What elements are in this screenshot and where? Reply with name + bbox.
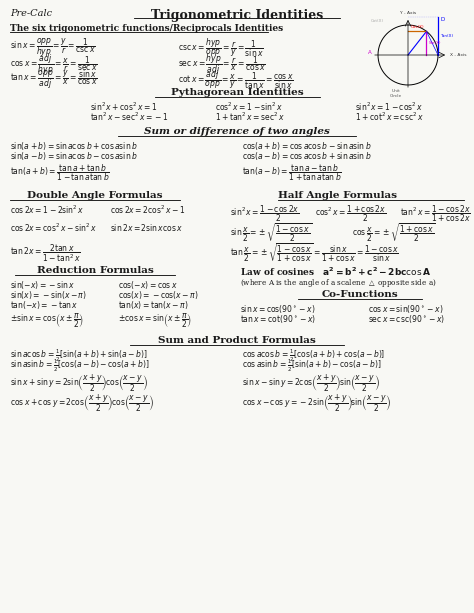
Text: $\cos 2x = 2\cos^2 x - 1$: $\cos 2x = 2\cos^2 x - 1$ [110, 204, 185, 216]
Text: Tan(X): Tan(X) [440, 34, 453, 38]
Text: $\sin 2x = 2\sin x\cos x$: $\sin 2x = 2\sin x\cos x$ [110, 222, 183, 233]
Text: $\sin^2 x + \cos^2 x = 1$: $\sin^2 x + \cos^2 x = 1$ [90, 101, 157, 113]
Text: $\cos(a+b) = \cos a\cos b - \sin a\sin b$: $\cos(a+b) = \cos a\cos b - \sin a\sin b… [242, 140, 372, 152]
Text: $\sin^2 x = 1 - \cos^2 x$: $\sin^2 x = 1 - \cos^2 x$ [355, 101, 423, 113]
Text: $\sin(a-b) = \sin a\cos b - \cos a\sin b$: $\sin(a-b) = \sin a\cos b - \cos a\sin b… [10, 150, 137, 162]
Text: $\sin x + \sin y = 2\sin\!\left(\dfrac{x+y}{2}\right)\!\cos\!\left(\dfrac{x-y}{2: $\sin x + \sin y = 2\sin\!\left(\dfrac{x… [10, 373, 148, 394]
Text: Pre-Calc: Pre-Calc [10, 9, 52, 18]
Text: $\cot x = \dfrac{adj}{opp} = \dfrac{x}{y} = \dfrac{1}{\tan x} = \dfrac{\cos x}{\: $\cot x = \dfrac{adj}{opp} = \dfrac{x}{y… [178, 69, 294, 91]
Text: Co-Functions: Co-Functions [322, 290, 398, 299]
Text: Reduction Formulas: Reduction Formulas [36, 266, 154, 275]
Text: $\pm\sin x = \cos\!\left(x \pm \dfrac{\pi}{2}\right)$: $\pm\sin x = \cos\!\left(x \pm \dfrac{\p… [10, 312, 84, 330]
Text: $\sec x = \csc(90^\circ - x)$: $\sec x = \csc(90^\circ - x)$ [368, 313, 445, 325]
Text: $\cos a\cos b = \frac{1}{2}[\cos(a+b) + \cos(a-b)]$: $\cos a\cos b = \frac{1}{2}[\cos(a+b) + … [242, 348, 385, 364]
Text: $\tan^2 x = \dfrac{1-\cos 2x}{1+\cos 2x}$: $\tan^2 x = \dfrac{1-\cos 2x}{1+\cos 2x}… [400, 204, 471, 224]
Text: $1 + \tan^2 x = \sec^2 x$: $1 + \tan^2 x = \sec^2 x$ [215, 111, 285, 123]
Text: A: A [368, 50, 372, 56]
Text: $\tan(-x) = -\tan x$: $\tan(-x) = -\tan x$ [10, 299, 78, 311]
Text: $\cos^2 x = 1 - \sin^2 x$: $\cos^2 x = 1 - \sin^2 x$ [215, 101, 283, 113]
Text: Trigonometric Identities: Trigonometric Identities [151, 9, 323, 22]
Text: $\cos(-x) = \cos x$: $\cos(-x) = \cos x$ [118, 279, 178, 291]
Text: Sum or difference of two angles: Sum or difference of two angles [144, 127, 330, 136]
Text: $\pm\cos x = \sin\!\left(x \pm \dfrac{\pi}{2}\right)$: $\pm\cos x = \sin\!\left(x \pm \dfrac{\p… [118, 312, 192, 330]
Text: $1 + \cot^2 x = \csc^2 x$: $1 + \cot^2 x = \csc^2 x$ [355, 111, 424, 123]
Text: Law of cosines   $\mathbf{a^2 = b^2 + c^2 - 2bc\cos A}$: Law of cosines $\mathbf{a^2 = b^2 + c^2 … [240, 266, 431, 278]
Text: $\sin x - \sin y = 2\cos\!\left(\dfrac{x+y}{2}\right)\!\sin\!\left(\dfrac{x-y}{2: $\sin x - \sin y = 2\cos\!\left(\dfrac{x… [242, 373, 380, 394]
Text: $\cos(a-b) = \cos a\cos b + \sin a\sin b$: $\cos(a-b) = \cos a\cos b + \sin a\sin b… [242, 150, 372, 162]
Text: $\cos\dfrac{x}{2} = \pm\sqrt{\dfrac{1+\cos x}{2}}$: $\cos\dfrac{x}{2} = \pm\sqrt{\dfrac{1+\c… [352, 222, 436, 245]
Text: $\sin a\sin b = \frac{1}{2}[\cos(a-b) - \cos(a+b)]$: $\sin a\sin b = \frac{1}{2}[\cos(a-b) - … [10, 358, 149, 374]
Text: $\sin(-x) = -\sin x$: $\sin(-x) = -\sin x$ [10, 279, 75, 291]
Text: $\tan\dfrac{x}{2} = \pm\sqrt{\dfrac{1-\cos x}{1+\cos x}} = \dfrac{\sin x}{1+\cos: $\tan\dfrac{x}{2} = \pm\sqrt{\dfrac{1-\c… [230, 242, 399, 265]
Text: Half Angle Formulas: Half Angle Formulas [278, 191, 397, 200]
Text: $\sin a\cos b = \frac{1}{2}[\sin(a+b) + \sin(a-b)]$: $\sin a\cos b = \frac{1}{2}[\sin(a+b) + … [10, 348, 147, 364]
Text: $\sec x = \dfrac{hyp}{adj} = \dfrac{r}{x} = \dfrac{1}{\cos x}$: $\sec x = \dfrac{hyp}{adj} = \dfrac{r}{x… [178, 53, 266, 77]
Text: Sin(X): Sin(X) [428, 41, 441, 45]
Text: $\cos x + \cos y = 2\cos\!\left(\dfrac{x+y}{2}\right)\!\cos\!\left(\dfrac{x-y}{2: $\cos x + \cos y = 2\cos\!\left(\dfrac{x… [10, 393, 154, 414]
Text: $\sin(x) = -\sin(x - \pi)$: $\sin(x) = -\sin(x - \pi)$ [10, 289, 87, 301]
Text: $\sin x = \cos(90^\circ - x)$: $\sin x = \cos(90^\circ - x)$ [240, 303, 316, 315]
Text: $\csc x = \dfrac{hyp}{opp} = \dfrac{r}{y} = \dfrac{1}{\sin x}$: $\csc x = \dfrac{hyp}{opp} = \dfrac{r}{y… [178, 37, 264, 59]
Text: $\sin x = \dfrac{opp}{hyp} = \dfrac{y}{r} = \dfrac{1}{\csc x}$: $\sin x = \dfrac{opp}{hyp} = \dfrac{y}{r… [10, 37, 96, 59]
Text: Sum and Product Formulas: Sum and Product Formulas [158, 336, 316, 345]
Text: Cot(X): Cot(X) [371, 19, 384, 23]
Text: $\tan(x) = \tan(x - \pi)$: $\tan(x) = \tan(x - \pi)$ [118, 299, 189, 311]
Text: Double Angle Formulas: Double Angle Formulas [27, 191, 163, 200]
Text: (where A is the angle of a scalene $\triangle$ opposite side a): (where A is the angle of a scalene $\tri… [240, 277, 437, 289]
Text: $\tan(a+b) = \dfrac{\tan a + \tan b}{1 - \tan a\tan b}$: $\tan(a+b) = \dfrac{\tan a + \tan b}{1 -… [10, 163, 110, 183]
Text: Y - Axis: Y - Axis [400, 11, 416, 15]
Text: $\cos x = \sin(90^\circ - x)$: $\cos x = \sin(90^\circ - x)$ [368, 303, 444, 315]
Text: $\sin\dfrac{x}{2} = \pm\sqrt{\dfrac{1-\cos x}{2}}$: $\sin\dfrac{x}{2} = \pm\sqrt{\dfrac{1-\c… [230, 222, 312, 245]
Text: $\tan(a-b) = \dfrac{\tan a - \tan b}{1 + \tan a\tan b}$: $\tan(a-b) = \dfrac{\tan a - \tan b}{1 +… [242, 163, 342, 183]
Text: X - Axis: X - Axis [450, 53, 466, 57]
Text: $\cos x = \dfrac{adj}{hyp} = \dfrac{x}{r} = \dfrac{1}{\sec x}$: $\cos x = \dfrac{adj}{hyp} = \dfrac{x}{r… [10, 53, 98, 77]
Text: $\cos 2x = 1 - 2\sin^2 x$: $\cos 2x = 1 - 2\sin^2 x$ [10, 204, 84, 216]
Text: $\cos 2x = \cos^2 x - \sin^2 x$: $\cos 2x = \cos^2 x - \sin^2 x$ [10, 222, 97, 234]
Text: $\tan^2 x - \sec^2 x = -1$: $\tan^2 x - \sec^2 x = -1$ [90, 111, 168, 123]
Text: $\sin(a+b) = \sin a\cos b + \cos a\sin b$: $\sin(a+b) = \sin a\cos b + \cos a\sin b… [10, 140, 137, 152]
Text: $\cos a\sin b = \frac{1}{2}[\sin(a+b) - \cos(a-b)]$: $\cos a\sin b = \frac{1}{2}[\sin(a+b) - … [242, 358, 382, 374]
Text: $\cos x - \cos y = -2\sin\!\left(\dfrac{x+y}{2}\right)\!\sin\!\left(\dfrac{x-y}{: $\cos x - \cos y = -2\sin\!\left(\dfrac{… [242, 393, 392, 414]
Text: D: D [441, 17, 445, 22]
Text: Unit
Circle: Unit Circle [390, 89, 402, 97]
Text: $\cos^2 x = \dfrac{1+\cos 2x}{2}$: $\cos^2 x = \dfrac{1+\cos 2x}{2}$ [315, 204, 386, 224]
Text: Cos(X): Cos(X) [410, 25, 424, 29]
Text: $\cos(x) = -\cos(x - \pi)$: $\cos(x) = -\cos(x - \pi)$ [118, 289, 199, 301]
Text: $\tan x = \dfrac{opp}{adj} = \dfrac{y}{x} = \dfrac{\sin x}{\cos x}$: $\tan x = \dfrac{opp}{adj} = \dfrac{y}{x… [10, 69, 98, 91]
Text: $\tan 2x = \dfrac{2\tan x}{1 - \tan^2 x}$: $\tan 2x = \dfrac{2\tan x}{1 - \tan^2 x}… [10, 242, 81, 264]
Text: $\tan x = \cot(90^\circ - x)$: $\tan x = \cot(90^\circ - x)$ [240, 313, 316, 325]
Text: $\sin^2 x = \dfrac{1-\cos 2x}{2}$: $\sin^2 x = \dfrac{1-\cos 2x}{2}$ [230, 204, 300, 224]
Text: Pythagorean Identities: Pythagorean Identities [171, 88, 303, 97]
Text: The six trigonometric functions/Reciprocals Identities: The six trigonometric functions/Reciproc… [10, 24, 283, 33]
